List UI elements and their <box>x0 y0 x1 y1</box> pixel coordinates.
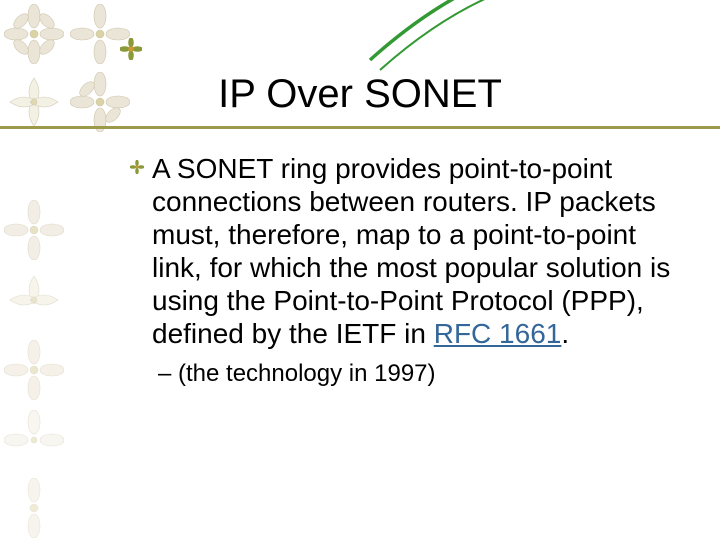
rfc-link[interactable]: RFC 1661 <box>434 318 562 349</box>
title-underline <box>0 126 720 129</box>
sub-bullet: – (the technology in 1997) <box>158 360 680 388</box>
leaf-bullet-icon <box>130 160 144 174</box>
slide-title: IP Over SONET <box>0 72 720 117</box>
leaf-icon <box>120 38 142 60</box>
bullet-item: A SONET ring provides point-to-point con… <box>130 152 680 350</box>
body-text: A SONET ring provides point-to-point con… <box>152 152 680 350</box>
slide-content: A SONET ring provides point-to-point con… <box>130 152 680 388</box>
body-tail: . <box>561 318 569 349</box>
body-main: A SONET ring provides point-to-point con… <box>152 153 670 349</box>
